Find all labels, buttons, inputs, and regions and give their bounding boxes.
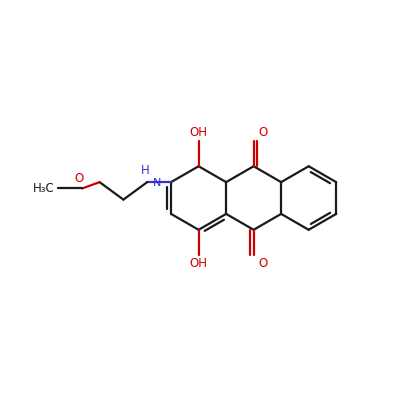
Text: O: O: [259, 256, 268, 270]
Text: O: O: [259, 126, 268, 140]
Text: O: O: [74, 172, 84, 184]
Text: OH: OH: [190, 126, 208, 139]
Text: H₃C: H₃C: [33, 182, 55, 195]
Text: H: H: [141, 164, 150, 177]
Text: OH: OH: [190, 257, 208, 270]
Text: N: N: [153, 178, 162, 188]
